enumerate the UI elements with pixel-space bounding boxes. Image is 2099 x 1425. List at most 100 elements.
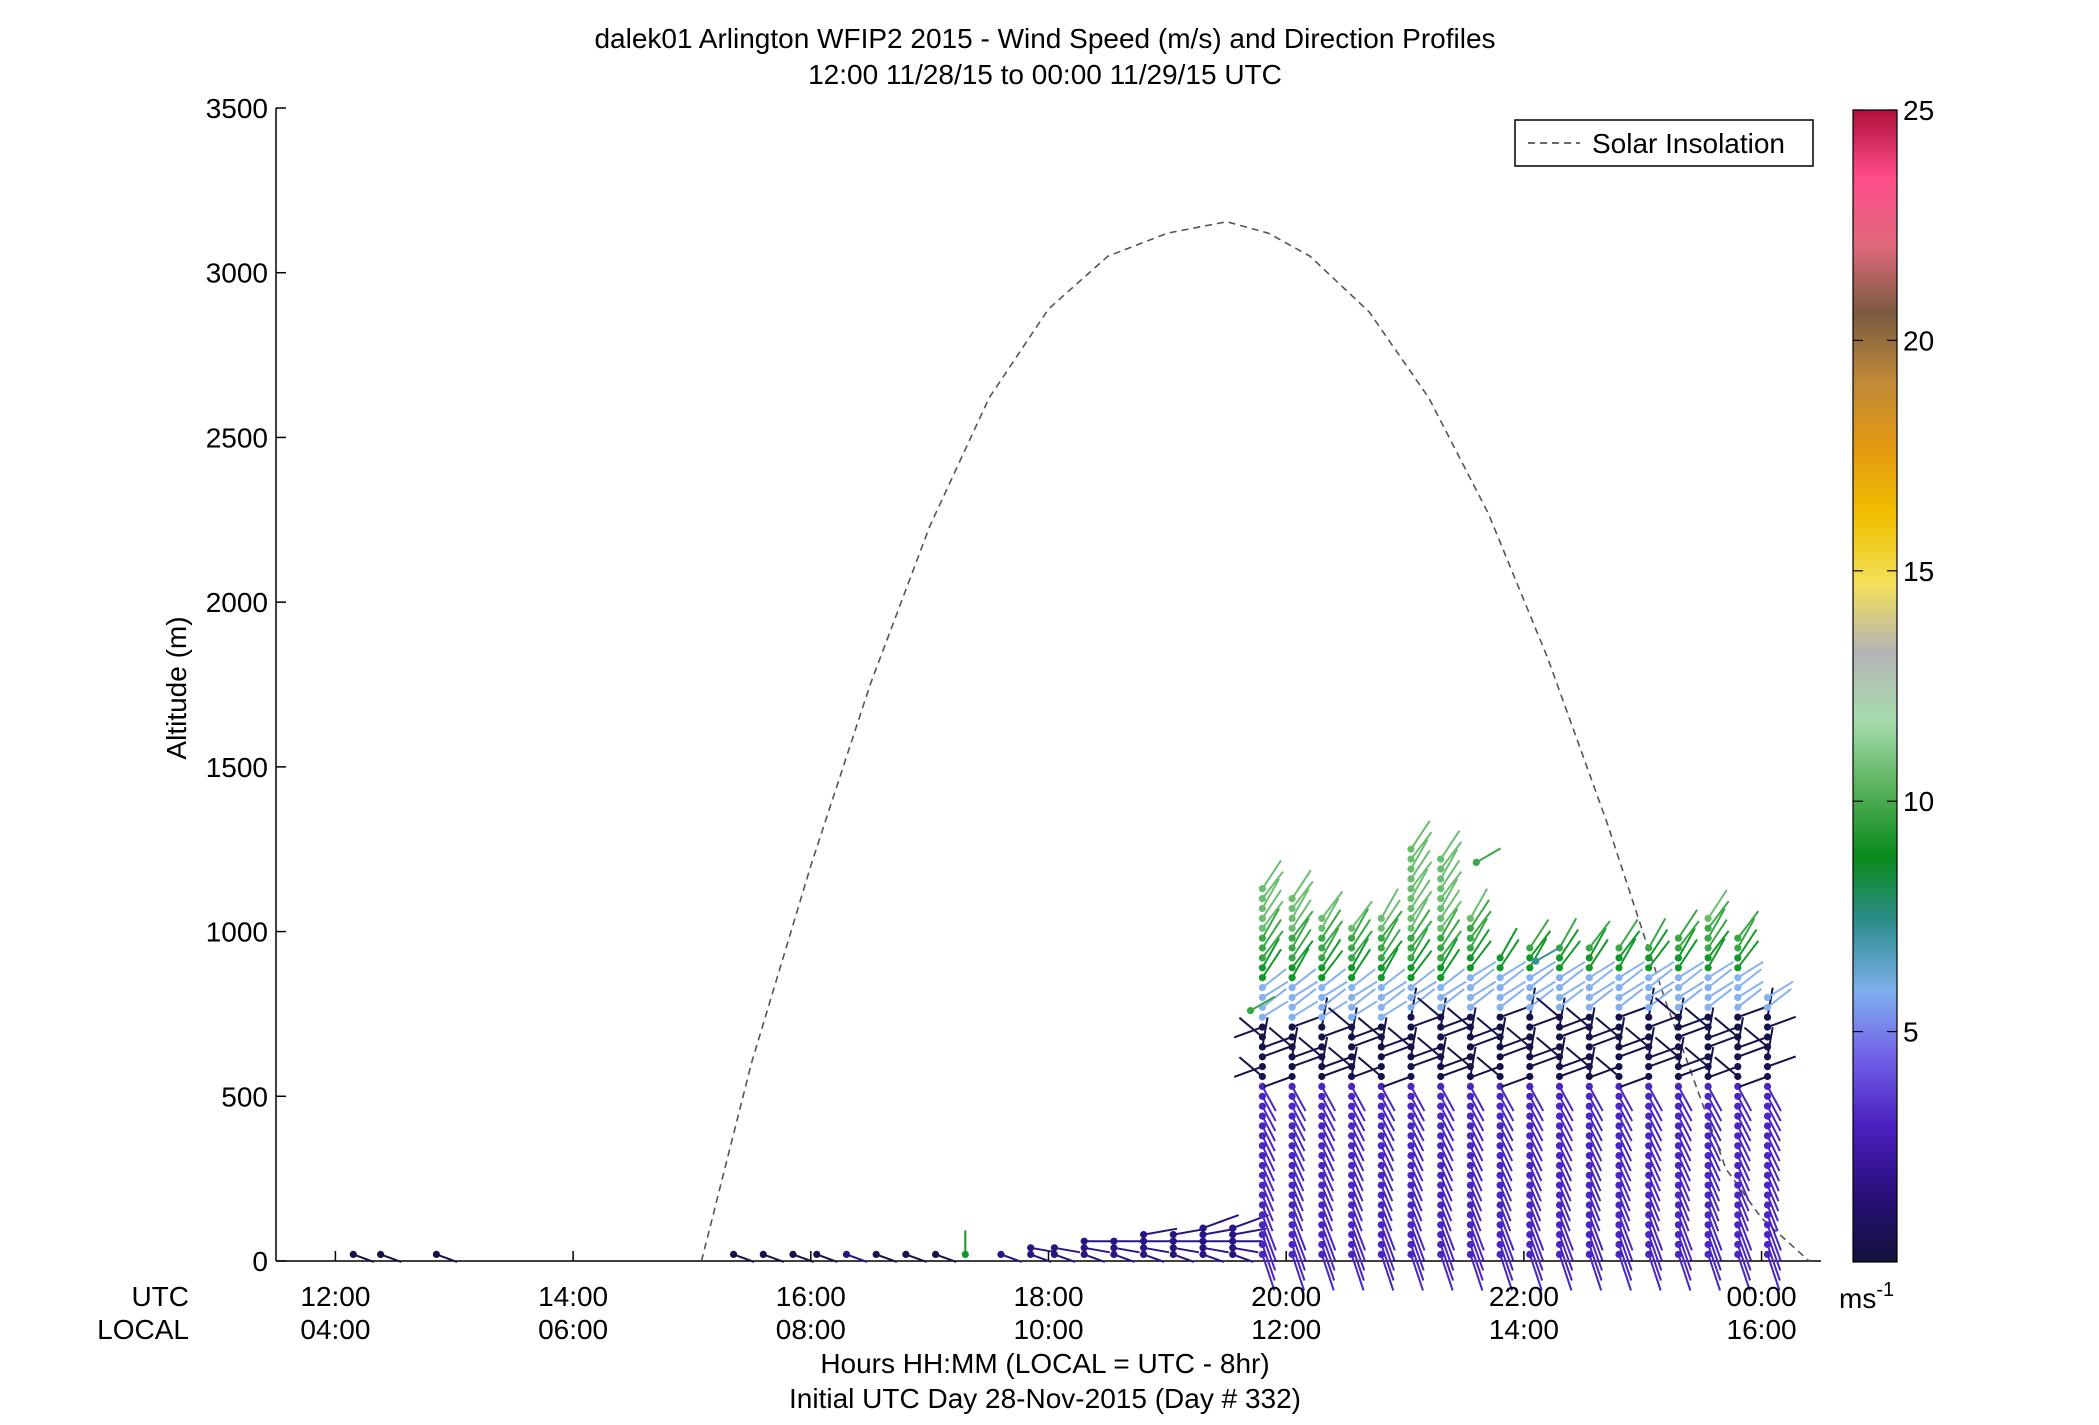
profile-barb xyxy=(1350,1204,1363,1232)
profile-barb xyxy=(1291,888,1310,919)
profile-point xyxy=(1763,993,1772,1002)
profile-barb xyxy=(1766,980,1794,999)
profile-barb xyxy=(1320,1085,1337,1112)
profile-barb xyxy=(1439,1224,1455,1261)
profile-barb xyxy=(1736,1184,1750,1212)
profile-barb xyxy=(1558,1174,1572,1202)
profile-barb xyxy=(1618,1105,1633,1132)
profile-point xyxy=(1763,1122,1772,1130)
profile-barb xyxy=(1558,980,1586,999)
profile-point xyxy=(1318,1240,1326,1249)
profile-barb xyxy=(1559,1025,1589,1038)
profile-point xyxy=(1763,1072,1772,1081)
profile-barb xyxy=(1439,1174,1453,1202)
profile-point xyxy=(1377,1122,1385,1130)
profile-barb xyxy=(1766,1135,1781,1162)
profile-barb xyxy=(1588,1254,1603,1291)
profile-point xyxy=(1318,1082,1326,1090)
profile-barb xyxy=(1261,1017,1269,1048)
profile-barb xyxy=(1736,1145,1751,1172)
profile-point xyxy=(1555,1063,1564,1071)
profile-point xyxy=(1615,1092,1623,1100)
profile-point xyxy=(1555,1152,1564,1160)
profile-barb xyxy=(1677,968,1703,989)
surface-obs-barb xyxy=(1113,1253,1135,1263)
profile-barb xyxy=(1410,1234,1425,1271)
profile-point xyxy=(1674,1201,1682,1209)
profile-barb xyxy=(1558,1145,1573,1172)
surface-obs-barb xyxy=(1172,1253,1195,1263)
profile-barb xyxy=(1618,980,1645,999)
profile-barb xyxy=(1499,927,1518,959)
profile-point xyxy=(1258,944,1266,952)
profile-point xyxy=(1318,924,1326,932)
profile-point xyxy=(1496,1082,1504,1090)
profile-barb xyxy=(1439,1234,1455,1271)
profile-barb xyxy=(1320,997,1329,1028)
profile-barb xyxy=(1469,1115,1484,1142)
surface-obs-barb xyxy=(352,1253,375,1263)
profile-barb xyxy=(1469,1224,1485,1261)
profile-barb xyxy=(1261,1125,1276,1152)
profile-barb xyxy=(1291,988,1317,1009)
profile-barb xyxy=(1529,1015,1559,1029)
profile-barb xyxy=(1439,889,1461,919)
profile-point xyxy=(1704,1231,1712,1239)
profile-point xyxy=(1526,1063,1534,1071)
profile-barb xyxy=(1499,1184,1512,1212)
profile-point xyxy=(1288,964,1296,972)
colorbar-tick-label: 5 xyxy=(1903,1017,1919,1048)
profile-point xyxy=(1526,1221,1534,1229)
profile-point xyxy=(1288,1082,1296,1090)
surface-obs-barb xyxy=(436,1253,458,1263)
profile-point xyxy=(1496,1112,1504,1120)
profile-barb xyxy=(1320,938,1342,969)
profile-point xyxy=(1734,944,1742,952)
profile-barb xyxy=(1618,930,1641,959)
profile-point xyxy=(1318,1181,1326,1189)
surface-obs-barb xyxy=(1143,1253,1165,1263)
profile-barb xyxy=(1446,1046,1472,1068)
profile-barb xyxy=(1261,1165,1275,1192)
profile-barb xyxy=(1618,919,1639,949)
profile-barb xyxy=(1350,1046,1358,1077)
profile-barb xyxy=(1410,849,1431,880)
surface-obs-point xyxy=(1229,1244,1237,1252)
profile-barb xyxy=(1261,1145,1276,1172)
profile-barb xyxy=(1647,1224,1663,1261)
profile-barb xyxy=(1439,1214,1456,1251)
surface-obs-point xyxy=(1169,1244,1177,1252)
profile-point xyxy=(1437,1072,1445,1081)
profile-point xyxy=(1645,1132,1653,1140)
profile-point xyxy=(1437,1201,1445,1209)
profile-point xyxy=(1763,1092,1772,1100)
profile-point xyxy=(1466,1102,1474,1110)
profile-point xyxy=(1288,1240,1296,1249)
surface-obs-point xyxy=(1169,1237,1177,1245)
profile-barb xyxy=(1469,1174,1483,1202)
profile-barb xyxy=(1410,890,1433,920)
profile-barb xyxy=(1738,1036,1768,1049)
profile-point xyxy=(1437,954,1445,962)
profile-barb xyxy=(1261,919,1282,949)
profile-barb xyxy=(1291,1184,1304,1212)
profile-point xyxy=(1437,1102,1445,1110)
profile-barb xyxy=(1439,919,1461,949)
profile-point xyxy=(1674,1063,1682,1071)
profile-barb xyxy=(1499,1105,1514,1132)
profile-point xyxy=(1704,944,1712,952)
profile-point xyxy=(1763,1013,1772,1021)
profile-point xyxy=(1288,1023,1296,1031)
x-tick-label-utc: 12:00 xyxy=(300,1281,370,1312)
profile-barb xyxy=(1707,1204,1720,1232)
profile-barb xyxy=(1618,1224,1634,1261)
surface-obs-barb xyxy=(935,1253,957,1263)
profile-barb xyxy=(1291,1204,1304,1232)
profile-barb xyxy=(1320,1036,1329,1067)
y-tick-label: 2000 xyxy=(206,587,268,618)
profile-barb xyxy=(1648,960,1675,979)
profile-point xyxy=(1674,1181,1682,1189)
profile-point xyxy=(1318,1053,1326,1061)
surface-obs-point xyxy=(1199,1244,1207,1252)
profile-barb xyxy=(1327,1007,1353,1028)
